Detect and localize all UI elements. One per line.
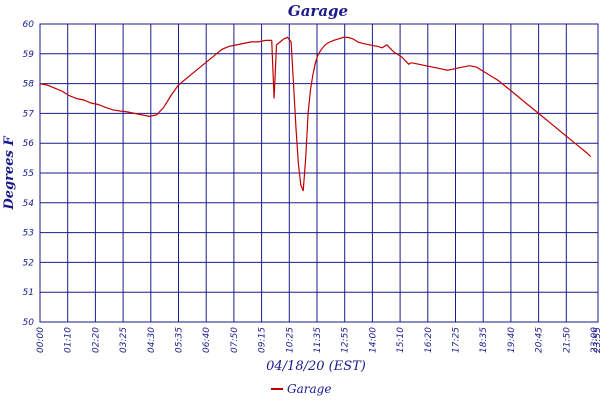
x-tick-label: 00:00 [36, 327, 46, 353]
x-tick-label: 23:55 [593, 327, 600, 353]
y-tick-label: 55 [23, 169, 35, 179]
y-tick-label: 60 [23, 20, 35, 30]
x-tick-label: 11:35 [313, 327, 323, 353]
series-line-garage [39, 36, 592, 192]
y-tick-label: 51 [23, 288, 34, 298]
x-tick-label: 18:35 [479, 327, 489, 353]
grid [40, 24, 598, 322]
y-tick-label: 58 [23, 80, 35, 90]
x-tick-label: 12:55 [341, 327, 351, 353]
x-tick-label: 07:50 [230, 327, 240, 353]
x-tick-label: 05:35 [175, 327, 185, 353]
y-tick-label: 56 [23, 139, 35, 149]
x-tick-label: 16:20 [424, 327, 434, 353]
x-tick-label: 02:20 [91, 327, 101, 353]
y-tick-label: 52 [23, 258, 35, 268]
y-tick-label: 59 [23, 50, 35, 60]
y-tick-label: 54 [23, 199, 35, 209]
legend-label: Garage [287, 382, 331, 396]
y-tick-labels: 50 51 52 53 54 55 56 57 58 59 60 [23, 20, 35, 328]
x-tick-label: 09:15 [258, 327, 268, 353]
x-tick-label: 17:25 [452, 327, 462, 353]
x-tick-label: 06:40 [202, 327, 212, 353]
x-tick-label: 20:45 [535, 327, 545, 353]
x-tick-label: 03:25 [119, 327, 129, 353]
x-tick-label: 04:30 [147, 327, 157, 353]
x-tick-label: 21:50 [562, 327, 572, 353]
x-tick-label: 23:00 [590, 327, 600, 353]
y-tick-label: 57 [23, 109, 35, 119]
chart-title: Garage [288, 2, 348, 20]
y-tick-label: 53 [23, 229, 35, 239]
x-tick-label: 01:10 [64, 327, 74, 353]
x-tick-label: 14:00 [368, 327, 378, 353]
y-tick-label: 50 [23, 318, 35, 328]
x-tick-label: 19:40 [507, 327, 517, 353]
plot-frame [39, 23, 599, 323]
x-axis-title: 04/18/20 (EST) [266, 359, 366, 374]
x-tick-labels: 00:00 01:10 02:20 03:25 04:30 05:35 06:40 07:50… [36, 327, 600, 353]
x-tick-label: 10:25 [285, 327, 295, 353]
x-tick-label: 15:10 [396, 327, 406, 353]
y-axis-title: Degrees F [2, 136, 17, 211]
